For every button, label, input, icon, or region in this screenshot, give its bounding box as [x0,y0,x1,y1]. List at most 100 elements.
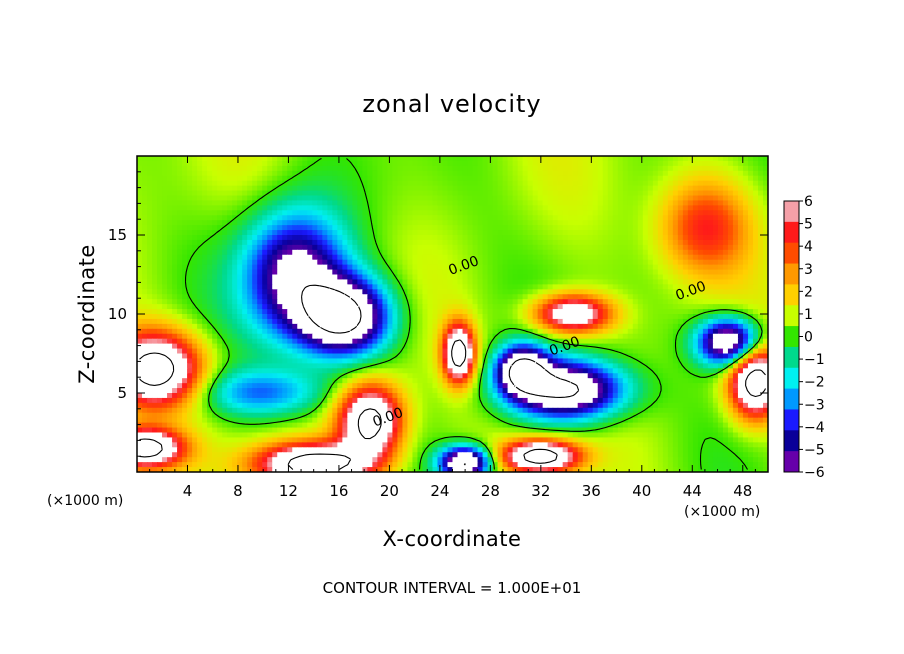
heatmap-cell [292,279,298,285]
heatmap-cell [292,230,298,236]
heatmap-cell [167,239,173,246]
heatmap-cell [572,215,579,221]
heatmap-cell [567,160,574,167]
heatmap-cell [572,249,579,256]
heatmap-cell [342,185,348,192]
heatmap-cell [172,343,178,350]
heatmap-cell [552,175,559,182]
heatmap-cell [417,314,424,320]
heatmap-cell [417,269,424,276]
heatmap-cell [317,264,323,271]
heatmap-cell [457,249,464,256]
heatmap-cell [677,200,684,206]
heatmap-cell [732,195,739,202]
heatmap-cell [497,309,504,315]
heatmap-cell [717,195,724,202]
heatmap-cell [522,274,529,281]
heatmap-cell [527,338,534,345]
heatmap-cell [447,348,454,355]
heatmap-cell [487,230,494,236]
heatmap-cell [222,225,228,231]
heatmap-cell [727,185,734,192]
heatmap-cell [582,195,589,202]
heatmap-cell [307,314,313,320]
heatmap-cell [697,156,704,162]
heatmap-cell [227,210,233,216]
heatmap-cell [587,309,594,315]
heatmap-cell [447,175,454,182]
heatmap-cell [717,333,724,340]
heatmap-cell [257,170,263,177]
heatmap-cell [722,180,729,187]
heatmap-cell [522,254,529,261]
heatmap-cell [152,328,158,335]
heatmap-cell [402,299,409,305]
heatmap-cell [592,338,599,345]
heatmap-cell [402,348,409,355]
heatmap-cell [657,309,664,315]
heatmap-cell [532,220,539,226]
heatmap-cell [742,259,749,266]
heatmap-cell [332,318,338,325]
heatmap-cell [707,279,714,285]
heatmap-cell [412,180,419,187]
heatmap-cell [627,190,634,197]
heatmap-cell [372,299,378,305]
heatmap-cell [682,304,689,310]
heatmap-cell [182,210,188,216]
heatmap-cell [327,304,333,310]
heatmap-cell [142,254,148,261]
heatmap-cell [547,343,554,350]
heatmap-cell [547,225,554,231]
heatmap-cell [722,259,729,266]
heatmap-cell [172,259,178,266]
heatmap-cell [607,195,614,202]
heatmap-cell [512,220,519,226]
heatmap-cell [412,279,419,285]
heatmap-cell [167,190,173,197]
heatmap-cell [512,180,519,187]
heatmap-cell [487,225,494,231]
heatmap-cell [327,195,333,202]
heatmap-cell [562,343,569,350]
heatmap-cell [437,348,444,355]
heatmap-cell [182,254,188,261]
heatmap-cell [482,289,489,295]
heatmap-cell [157,165,163,172]
heatmap-cell [267,304,273,310]
heatmap-cell [407,200,414,206]
heatmap-cell [497,299,504,305]
heatmap-cell [227,156,233,162]
heatmap-cell [512,170,519,177]
heatmap-cell [457,304,464,310]
heatmap-cell [147,338,153,345]
heatmap-cell [152,338,158,345]
heatmap-cell [727,175,734,182]
heatmap-cell [227,205,233,211]
heatmap-cell [187,338,193,345]
heatmap-cell [717,274,724,281]
heatmap-cell [347,195,353,202]
heatmap-cell [682,254,689,261]
heatmap-cell [522,160,529,167]
heatmap-cell [452,205,459,211]
heatmap-cell [382,343,388,350]
heatmap-cell [697,244,704,251]
heatmap-cell [292,215,298,221]
heatmap-cell [262,205,268,211]
heatmap-cell [752,230,759,236]
heatmap-cell [347,348,353,355]
heatmap-cell [542,289,549,295]
heatmap-cell [272,294,278,300]
heatmap-cell [142,333,148,340]
heatmap-cell [582,269,589,276]
heatmap-cell [472,264,479,271]
heatmap-cell [717,289,724,295]
heatmap-cell [202,333,208,340]
heatmap-cell [347,160,353,167]
heatmap-cell [712,215,719,221]
heatmap-cell [732,314,739,320]
heatmap-cell [192,205,198,211]
heatmap-cell [587,338,594,345]
heatmap-cell [437,338,444,345]
